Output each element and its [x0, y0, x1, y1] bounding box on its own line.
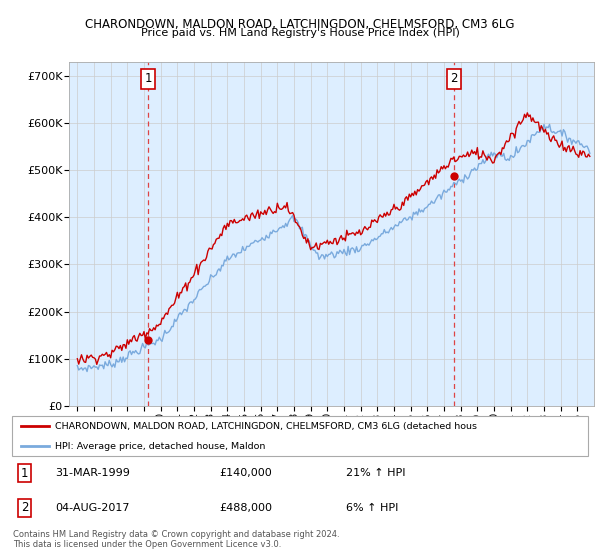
- FancyBboxPatch shape: [12, 416, 588, 456]
- Text: £140,000: £140,000: [220, 468, 272, 478]
- Text: This data is licensed under the Open Government Licence v3.0.: This data is licensed under the Open Gov…: [13, 540, 281, 549]
- Text: 1: 1: [21, 467, 28, 480]
- Text: HPI: Average price, detached house, Maldon: HPI: Average price, detached house, Mald…: [55, 442, 266, 451]
- Text: CHARONDOWN, MALDON ROAD, LATCHINGDON, CHELMSFORD, CM3 6LG: CHARONDOWN, MALDON ROAD, LATCHINGDON, CH…: [85, 18, 515, 31]
- Text: 21% ↑ HPI: 21% ↑ HPI: [346, 468, 406, 478]
- Text: Price paid vs. HM Land Registry's House Price Index (HPI): Price paid vs. HM Land Registry's House …: [140, 28, 460, 38]
- Text: 2: 2: [21, 501, 28, 514]
- Text: Contains HM Land Registry data © Crown copyright and database right 2024.: Contains HM Land Registry data © Crown c…: [13, 530, 340, 539]
- Text: 31-MAR-1999: 31-MAR-1999: [55, 468, 130, 478]
- Text: 1: 1: [145, 72, 152, 85]
- Text: 04-AUG-2017: 04-AUG-2017: [55, 503, 130, 513]
- Text: 2: 2: [450, 72, 458, 85]
- Text: £488,000: £488,000: [220, 503, 272, 513]
- Text: 6% ↑ HPI: 6% ↑ HPI: [346, 503, 398, 513]
- Text: CHARONDOWN, MALDON ROAD, LATCHINGDON, CHELMSFORD, CM3 6LG (detached hous: CHARONDOWN, MALDON ROAD, LATCHINGDON, CH…: [55, 422, 477, 431]
